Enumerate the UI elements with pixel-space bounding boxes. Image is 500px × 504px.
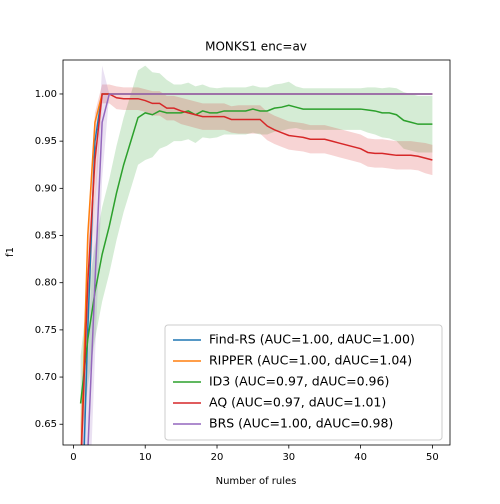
- y-tick-label: 1.00: [35, 89, 57, 100]
- x-axis-label: Number of rules: [216, 476, 297, 487]
- series-line: [80, 93, 433, 445]
- y-tick-label: 0.95: [35, 136, 57, 147]
- legend-label: AQ (AUC=0.97, dAUC=1.01): [209, 395, 386, 410]
- y-tick-label: 0.70: [35, 372, 57, 383]
- y-tick-label: 0.85: [35, 231, 57, 242]
- legend-label: Find-RS (AUC=1.00, dAUC=1.00): [209, 332, 415, 347]
- x-tick-label: 10: [139, 452, 152, 463]
- x-tick-label: 50: [426, 452, 439, 463]
- x-tick-label: 0: [70, 452, 76, 463]
- x-tick-label: 30: [282, 452, 295, 463]
- plot-area: [79, 65, 433, 445]
- y-tick-label: 0.80: [35, 278, 57, 289]
- y-axis-label: f1: [5, 247, 16, 257]
- y-tick-label: 0.90: [35, 183, 57, 194]
- y-tick-label: 0.65: [35, 419, 57, 430]
- x-tick-label: 40: [354, 452, 367, 463]
- error-band: [80, 65, 433, 445]
- legend-label: BRS (AUC=1.00, dAUC=0.98): [209, 416, 393, 431]
- series-line: [79, 104, 433, 404]
- axes-frame: [62, 59, 451, 446]
- chart-title: MONKS1 enc=av: [205, 40, 307, 54]
- legend-label: RIPPER (AUC=1.00, dAUC=1.04): [209, 353, 412, 368]
- legend-box: [164, 324, 443, 441]
- legend-label: ID3 (AUC=0.97, dAUC=0.96): [209, 374, 389, 389]
- series-line: [87, 93, 433, 445]
- x-tick-label: 20: [211, 452, 224, 463]
- y-tick-label: 0.75: [35, 325, 57, 336]
